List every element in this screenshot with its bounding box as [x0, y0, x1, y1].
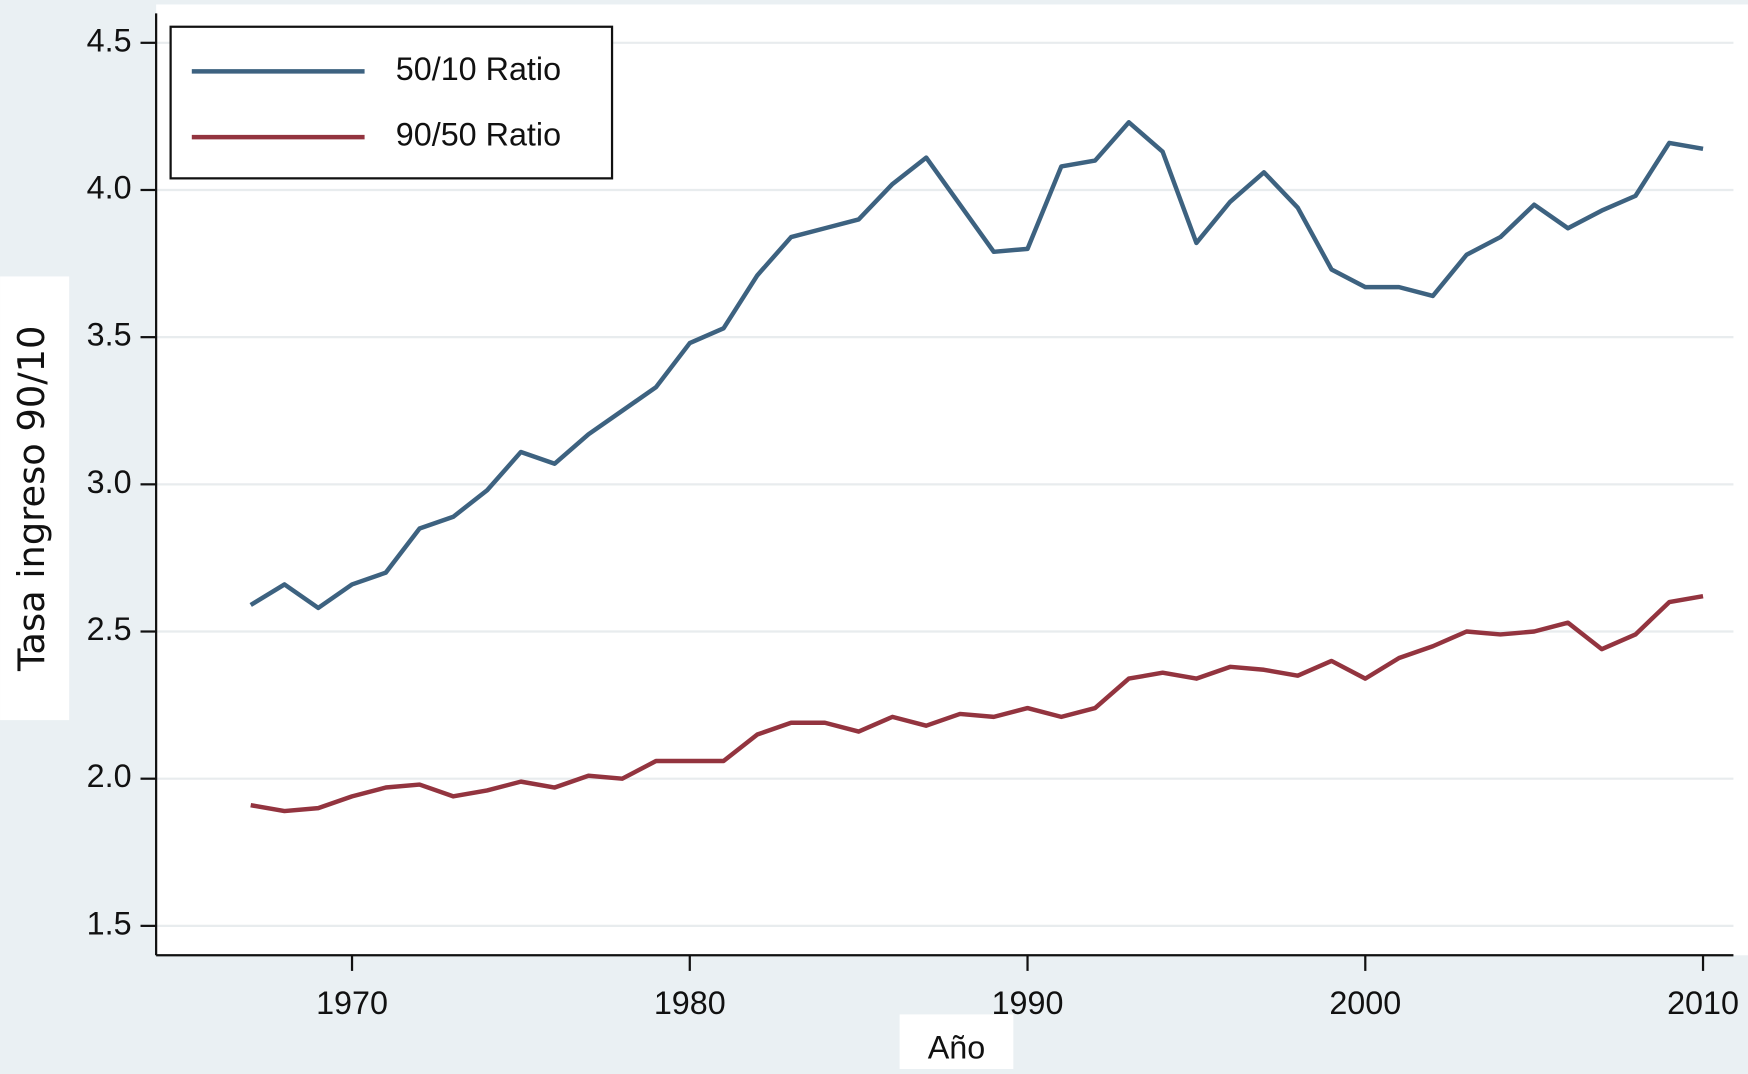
x-tick-label: 1980 [654, 985, 726, 1021]
y-tick-label: 2.5 [87, 611, 132, 647]
legend-box [169, 25, 614, 180]
y-tick-label: 2.0 [87, 758, 132, 794]
x-tick-label: 2010 [1667, 985, 1739, 1021]
x-tick-label: 1970 [316, 985, 388, 1021]
y-tick-label: 4.5 [87, 22, 132, 58]
y-tick-label: 1.5 [87, 905, 132, 941]
legend-label: 50/10 Ratio [396, 51, 561, 87]
x-tick-label: 2000 [1329, 985, 1401, 1021]
x-label-box [899, 1014, 1014, 1069]
legend-label: 90/50 Ratio [396, 117, 561, 153]
series-line [250, 593, 1704, 814]
y-tick-label: 4.0 [87, 170, 132, 206]
y-tick-label: 3.0 [87, 464, 132, 500]
y-tick-label: 3.5 [87, 317, 132, 353]
x-axis-label: Año [928, 1030, 985, 1066]
series-line [249, 120, 1704, 611]
y-axis-label: Tasa ingreso 90/10 [10, 326, 53, 672]
y-label-box [0, 276, 70, 721]
x-tick-label: 1990 [992, 985, 1064, 1021]
